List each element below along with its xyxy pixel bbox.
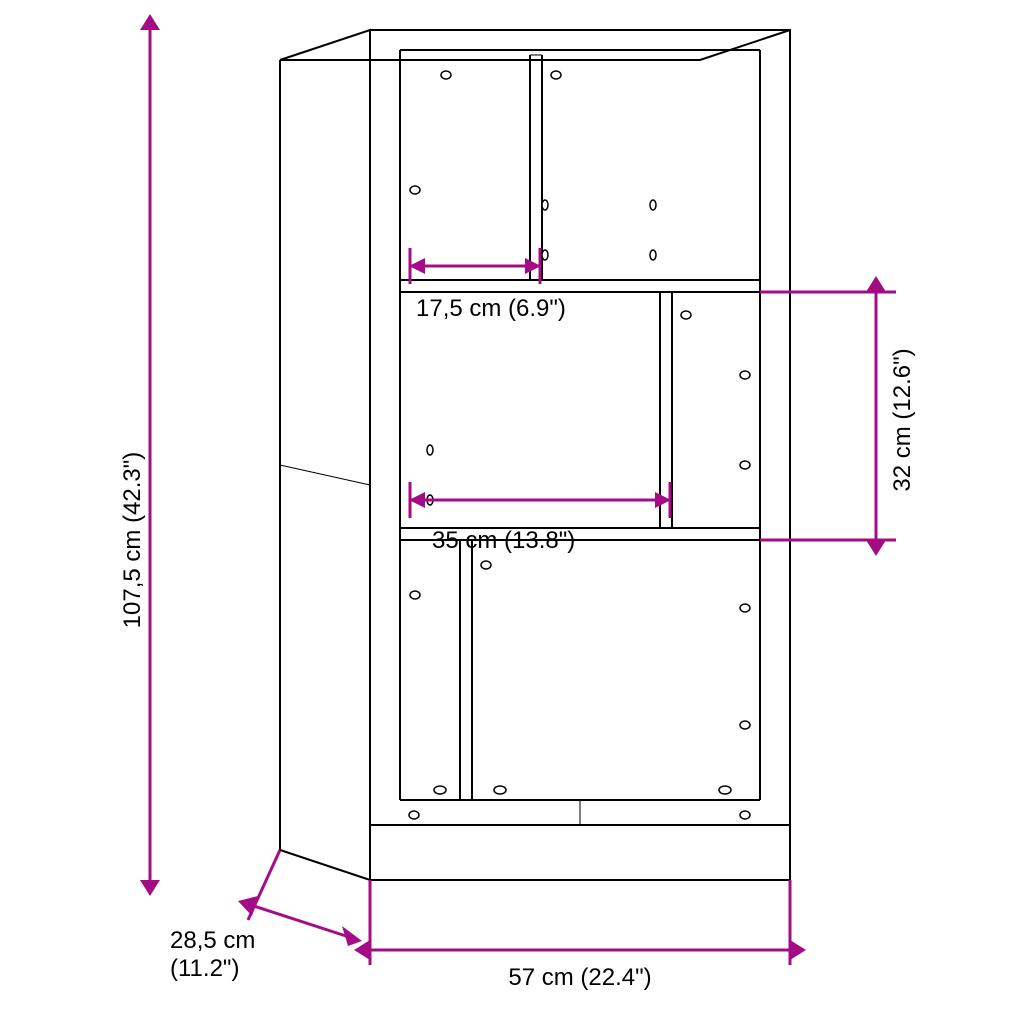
label-height: 107,5 cm (42.3") [119,452,146,629]
hole [740,721,750,729]
hole [681,311,691,319]
hole [542,200,548,210]
hole [740,604,750,612]
side-seam [280,465,370,485]
hole [427,445,433,455]
side-panel [280,30,370,880]
hole [740,461,750,469]
hole [410,591,420,599]
label-shelf-h: 32 cm (12.6") [889,348,916,491]
hole [740,811,750,819]
label-partB: 35 cm (13.8") [432,527,575,554]
hole [409,811,419,819]
label-depth: 28,5 cm [170,927,255,954]
hole [494,786,506,794]
hole [740,371,750,379]
hole [441,71,451,79]
front-outer [370,30,790,880]
hole [719,786,731,794]
hole [551,71,561,79]
label-depth2: (11.2") [170,955,239,982]
hole [481,561,491,569]
hole [434,786,446,794]
hole [650,200,656,210]
dim-depth [254,906,346,936]
hole [650,250,656,260]
label-width: 57 cm (22.4") [508,964,651,991]
label-partA: 17,5 cm (6.9") [416,295,566,322]
hole [410,186,420,194]
hole [542,250,548,260]
